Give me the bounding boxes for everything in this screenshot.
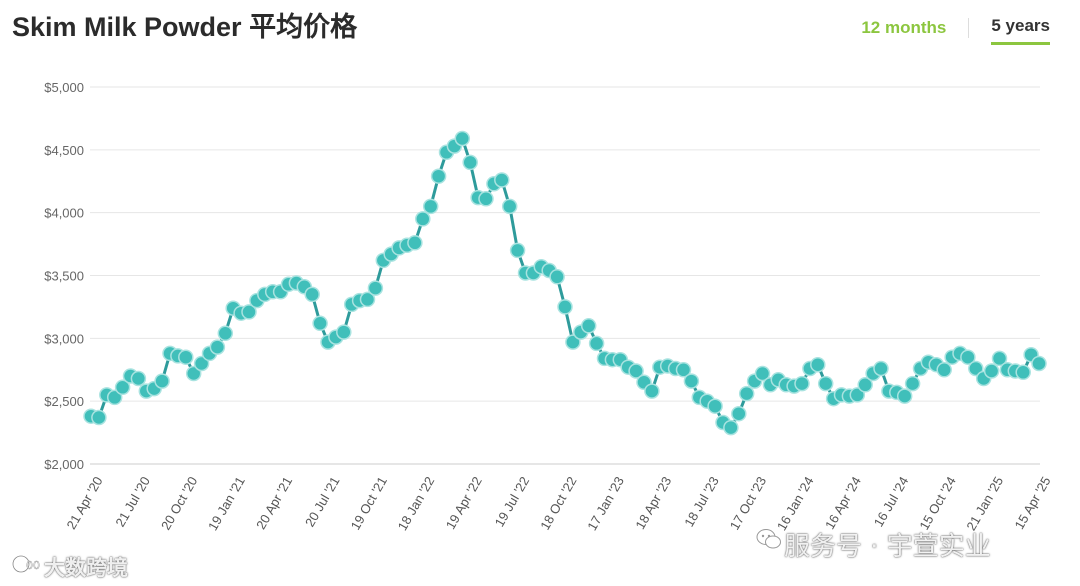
data-point	[509, 242, 526, 259]
data-point	[644, 383, 660, 399]
data-point	[312, 315, 328, 332]
data-point	[422, 198, 439, 215]
x-tick-label: 19 Jan '21	[205, 474, 248, 533]
data-point	[91, 409, 107, 426]
y-tick-label: $2,000	[44, 457, 84, 472]
data-point	[960, 349, 976, 365]
range-tabs: 12 months 5 years	[861, 16, 1050, 45]
data-point	[754, 365, 771, 382]
y-tick-label: $4,000	[44, 206, 84, 221]
y-tick-label: $5,000	[44, 80, 84, 95]
x-tick-label: 15 Apr '25	[1012, 474, 1054, 532]
x-tick-label: 16 Jan '24	[774, 474, 817, 533]
logo-icon: 00	[12, 554, 40, 574]
data-point	[415, 211, 431, 227]
data-point	[407, 235, 423, 251]
data-point	[501, 198, 518, 215]
watermark-brand: 大数跨境	[44, 556, 128, 580]
data-point	[936, 362, 952, 378]
data-point	[991, 350, 1008, 367]
data-point	[454, 130, 471, 147]
data-point	[130, 370, 147, 387]
data-point	[557, 299, 573, 315]
data-point	[154, 373, 170, 389]
x-tick-label: 18 Jan '22	[395, 474, 438, 533]
data-point	[857, 377, 873, 393]
data-point	[430, 168, 447, 184]
x-tick-label: 20 Oct '20	[158, 474, 200, 532]
x-tick-label: 21 Jan '25	[963, 474, 1006, 533]
data-point	[178, 349, 194, 365]
x-tick-label: 20 Apr '21	[253, 474, 295, 532]
data-point	[896, 388, 913, 404]
y-tick-label: $4,500	[44, 143, 84, 158]
x-tick-label: 16 Jul '24	[871, 474, 912, 529]
x-tick-label: 19 Oct '21	[348, 474, 390, 532]
data-point	[494, 172, 510, 188]
x-tick-label: 21 Apr '20	[64, 474, 106, 532]
page-title: Skim Milk Powder 平均价格	[12, 12, 358, 42]
data-point	[983, 363, 1000, 379]
x-tick-label: 20 Jul '21	[302, 474, 343, 529]
data-point	[849, 387, 866, 403]
data-point	[904, 375, 921, 392]
data-point	[1031, 355, 1047, 372]
y-tick-label: $3,000	[44, 331, 84, 346]
x-tick-label: 16 Apr '24	[822, 474, 864, 532]
data-point	[580, 318, 597, 334]
data-point	[683, 373, 700, 389]
data-point	[304, 286, 320, 303]
y-tick-label: $3,500	[44, 269, 84, 284]
svg-text:00: 00	[26, 559, 40, 572]
x-tick-label: 19 Apr '22	[443, 474, 485, 532]
x-tick-label: 19 Jul '22	[492, 474, 533, 529]
data-point	[549, 269, 565, 285]
series-markers	[83, 130, 1047, 436]
data-point	[731, 405, 747, 422]
data-point	[114, 379, 131, 396]
data-point	[794, 375, 810, 392]
data-point	[185, 365, 202, 382]
data-point	[209, 339, 226, 355]
data-point	[106, 389, 123, 406]
data-point	[628, 363, 644, 379]
x-tick-label: 18 Jul '23	[681, 474, 722, 529]
data-point	[462, 154, 478, 171]
y-tick-label: $2,500	[44, 394, 84, 409]
chart-grid	[90, 86, 1040, 465]
x-tick-label: 17 Oct '23	[727, 474, 769, 532]
data-point	[588, 335, 605, 352]
x-axis-labels: 21 Apr '20 21 Jul '20 20 Oct '20 19 Jan '21…	[64, 474, 1054, 533]
x-tick-label: 17 Jan '23	[584, 474, 627, 533]
data-point	[968, 360, 984, 377]
data-point	[1015, 364, 1031, 381]
data-point	[738, 385, 755, 402]
tab-divider	[968, 17, 970, 38]
y-axis-labels: $2,000 $2,500 $3,000 $3,500 $4,000 $4,500 $5,0…	[44, 80, 84, 472]
watermark-service-account: 服务号 · 宇萱实业	[784, 532, 991, 562]
data-point	[817, 375, 834, 392]
data-point	[675, 362, 692, 378]
data-point	[359, 291, 376, 308]
tab-12-months[interactable]: 12 months	[861, 17, 947, 37]
series-line	[90, 135, 1041, 430]
x-tick-label: 21 Jul '20	[112, 474, 153, 529]
data-point	[193, 355, 210, 372]
data-point	[478, 191, 494, 207]
data-point	[241, 304, 257, 320]
data-point	[707, 398, 723, 414]
x-tick-label: 18 Apr '23	[632, 474, 674, 532]
data-point	[336, 324, 352, 340]
wechat-icon	[756, 529, 781, 549]
x-tick-label: 15 Oct '24	[916, 474, 958, 532]
x-tick-label: 18 Oct '22	[537, 474, 579, 532]
data-point	[810, 356, 826, 373]
data-point	[723, 419, 739, 436]
data-point	[873, 360, 889, 377]
data-point	[217, 325, 234, 342]
tab-5-years[interactable]: 5 years	[991, 16, 1050, 45]
data-point	[565, 334, 581, 350]
data-point	[367, 280, 384, 296]
